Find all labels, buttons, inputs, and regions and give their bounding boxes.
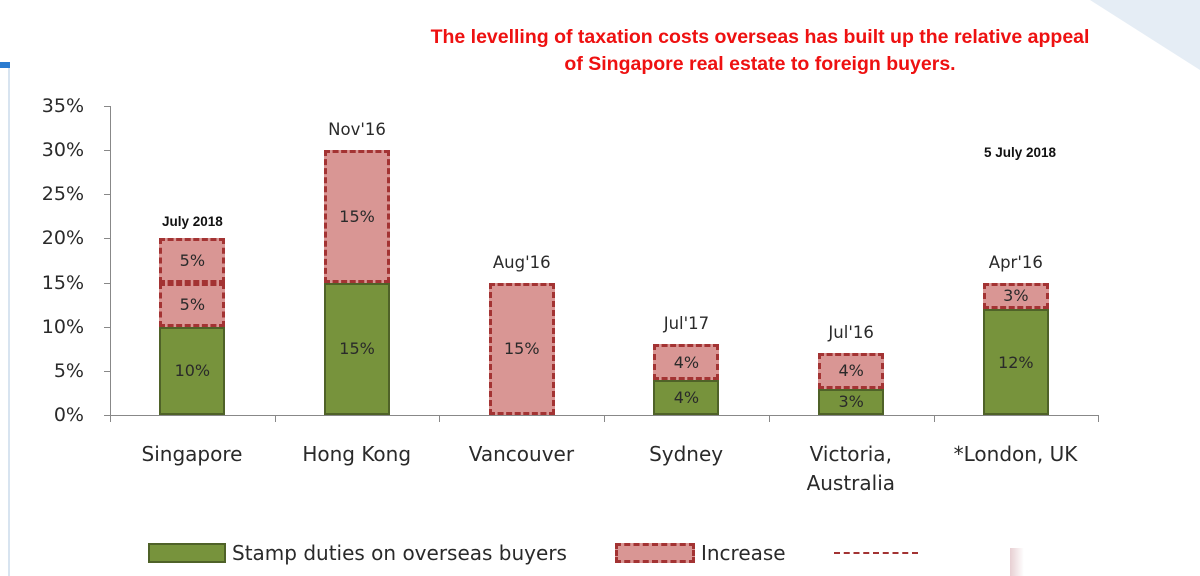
y-tick-mark [104,194,111,196]
y-tick-label: 15% [41,271,84,294]
x-category-line: Australia [806,471,896,495]
legend-dashed-line [833,552,918,554]
y-tick-label: 30% [41,139,84,162]
x-tick-mark [439,415,441,422]
x-category-label: Victoria, Australia [769,440,933,498]
x-tick-mark [274,415,276,422]
bar-segment-stamp-duty: 3% [818,388,885,415]
y-tick-mark [104,150,111,152]
y-tick-mark [104,105,111,107]
slide-left-border [0,62,10,576]
chart-legend: Stamp duties on overseas buyers Increase [148,538,918,568]
bar-value-label: 4% [673,387,700,407]
bar-segment-increase: 15% [324,150,391,283]
bar-value-label: 3% [838,392,864,412]
y-tick-label: 5% [53,359,84,382]
y-tick-label: 20% [41,227,84,250]
annotation-date: 5 July 2018 [983,145,1057,160]
y-tick-mark [104,370,111,372]
legend-swatch-stamp-duties [148,543,226,563]
x-category-line: Sydney [649,442,724,466]
headline-line-1: The levelling of taxation costs overseas… [430,26,1090,48]
bar-value-label: 4% [838,361,864,381]
headline-line-2: of Singapore real estate to foreign buye… [564,53,956,75]
x-category-line: Vancouver [468,442,575,466]
x-axis [110,415,1098,416]
x-category-label: Hong Kong [275,440,439,469]
bar-date-label: Apr'16 [988,252,1043,272]
y-tick-label: 25% [41,183,84,206]
bar-segment-increase: 3% [982,282,1049,310]
y-tick-mark [104,415,111,416]
y-tick-label: 0% [53,404,84,426]
bar-value-label: 10% [174,361,211,381]
bar-value-label: 5% [179,295,206,315]
bar-segment-increase: 15% [488,282,555,415]
slide-corner-decoration [1090,0,1200,70]
legend-label-stamp-duties: Stamp duties on overseas buyers [232,541,567,565]
bar-value-label: 15% [503,339,540,359]
x-category-line: Singapore [141,442,243,466]
bar-segment-stamp-duty: 4% [653,379,720,415]
x-category-label: Sydney [604,440,768,469]
bar-value-label: 12% [998,352,1034,372]
x-tick-mark [110,415,111,422]
bar-value-label: 15% [339,206,375,226]
x-tick-mark [604,415,606,422]
slide-bottom-decoration [1010,548,1024,576]
bar-value-label: 15% [339,339,375,359]
bar-date-label: Jul'16 [828,323,874,343]
y-axis [110,106,111,416]
bar-value-label: 3% [1003,286,1029,306]
x-category-line: Hong Kong [302,442,412,466]
x-category-label: Singapore [110,440,274,469]
legend-swatch-increase [614,543,695,563]
bar-segment-increase: 5% [159,282,226,327]
slide-left-accent [0,62,10,68]
y-tick-label: 10% [41,315,84,338]
x-category-line: *London, UK [953,442,1078,466]
bar-date-label: July 2018 [161,214,223,230]
bar-date-label: Nov'16 [328,120,386,140]
bar-date-label: Aug'16 [492,252,551,272]
chart-headline: The levelling of taxation costs overseas… [330,24,1190,78]
y-tick-label: 35% [41,94,84,117]
x-category-label: Vancouver [439,440,603,469]
bar-value-label: 4% [673,352,700,372]
bar-segment-increase: 5% [159,238,226,283]
x-tick-mark [933,415,935,422]
y-tick-mark [104,326,111,328]
y-tick-mark [104,282,111,284]
bar-value-label: 5% [179,250,206,270]
bar-segment-stamp-duty: 10% [159,326,226,415]
bar-segment-increase: 4% [818,353,885,389]
legend-label-increase: Increase [700,541,786,565]
bar-segment-stamp-duty: 15% [324,282,391,415]
y-tick-mark [104,238,111,240]
x-category-label: *London, UK [934,440,1098,469]
bar-date-label: Jul'17 [663,314,710,334]
bar-segment-stamp-duty: 12% [982,309,1049,415]
bar-segment-increase: 4% [653,344,720,380]
x-category-line: Victoria, [809,442,892,466]
x-tick-mark [768,415,770,422]
x-tick-mark [1098,415,1100,422]
